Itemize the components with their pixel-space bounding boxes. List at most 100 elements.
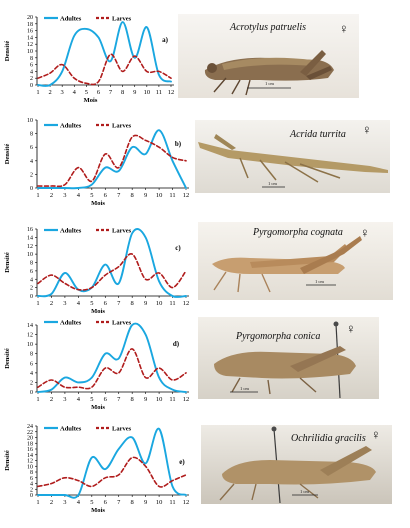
x-tick-label: 7: [109, 89, 113, 96]
species-name-c: Pyrgomorpha cognata: [252, 227, 343, 238]
x-tick-label: 3: [63, 300, 66, 307]
series-line-larves: [38, 135, 186, 186]
x-tick-label: 2: [50, 192, 53, 199]
x-tick-label: 1: [36, 300, 39, 307]
y-tick-label: 12: [27, 333, 33, 339]
y-tick-label: 6: [30, 361, 33, 367]
y-tick-label: 2: [30, 380, 33, 386]
y-tick-label: 16: [27, 29, 33, 35]
y-tick-label: 12: [27, 244, 33, 250]
x-tick-label: 4: [73, 89, 77, 96]
y-tick-label: 10: [27, 342, 33, 348]
x-tick-label: 3: [63, 192, 66, 199]
legend-label: Larves: [112, 426, 132, 433]
y-tick-label: 8: [30, 56, 33, 62]
x-tick-label: 5: [90, 300, 93, 307]
scale-label-d: 1 cm: [240, 386, 249, 391]
series-line-larves: [38, 254, 186, 290]
x-tick-label: 7: [117, 499, 121, 506]
panel-label: c): [175, 244, 181, 252]
y-tick-label: 4: [30, 159, 33, 165]
x-tick-label: 7: [117, 396, 121, 403]
y-tick-label: 8: [30, 261, 33, 267]
x-tick-label: 12: [183, 499, 190, 506]
x-tick-label: 3: [61, 89, 64, 96]
sex-symbol-c: ♀: [360, 225, 370, 240]
y-tick-label: 16: [27, 227, 33, 233]
x-axis-title: Mois: [91, 308, 105, 315]
x-tick-label: 7: [117, 192, 121, 199]
x-tick-label: 12: [183, 300, 190, 307]
x-axis-title: Mois: [91, 404, 105, 411]
series-line-adultes: [38, 229, 186, 297]
scale-label-e: 1 cm: [300, 489, 309, 494]
x-tick-label: 1: [36, 396, 39, 403]
y-tick-label: 16: [27, 447, 33, 453]
y-tick-label: 14: [27, 323, 33, 329]
species-name-e: Ochrilidia gracilis: [291, 433, 366, 444]
y-tick-label: 10: [27, 464, 33, 470]
x-tick-label: 12: [183, 396, 190, 403]
y-tick-label: 18: [27, 22, 33, 28]
x-tick-label: 5: [90, 499, 93, 506]
x-tick-label: 11: [169, 396, 175, 403]
y-tick-label: 0: [30, 294, 33, 300]
legend-label: Adultes: [60, 426, 82, 433]
x-tick-label: 12: [168, 89, 175, 96]
x-tick-label: 8: [121, 89, 124, 96]
y-tick-label: 24: [27, 424, 33, 430]
x-tick-label: 8: [131, 396, 134, 403]
y-tick-label: 20: [27, 436, 33, 442]
x-tick-label: 10: [156, 499, 163, 506]
x-tick-label: 2: [50, 300, 53, 307]
y-tick-label: 8: [30, 470, 33, 476]
series-line-adultes: [38, 324, 186, 392]
x-tick-label: 4: [77, 192, 81, 199]
y-tick-label: 6: [30, 269, 33, 275]
x-tick-label: 7: [117, 300, 121, 307]
y-tick-label: 12: [27, 459, 33, 465]
legend-label: Larves: [112, 320, 132, 327]
x-tick-label: 1: [36, 499, 39, 506]
x-axis-title: Mois: [91, 200, 105, 207]
y-tick-label: 22: [27, 430, 33, 436]
y-axis-title: Densité: [4, 450, 11, 471]
y-tick-label: 4: [30, 482, 33, 488]
y-tick-label: 4: [30, 277, 33, 283]
sex-symbol-b: ♀: [362, 122, 372, 137]
x-tick-label: 10: [144, 89, 151, 96]
x-axis-title: Mois: [84, 97, 98, 104]
y-axis-title: Densité: [4, 144, 11, 165]
x-tick-label: 8: [131, 300, 134, 307]
legend: Adultes Larves: [44, 426, 132, 433]
x-tick-label: 5: [90, 396, 93, 403]
x-tick-label: 11: [169, 300, 175, 307]
x-tick-label: 11: [156, 89, 162, 96]
panel-label: b): [175, 140, 182, 148]
y-tick-label: 0: [30, 83, 33, 89]
x-tick-label: 11: [169, 499, 175, 506]
x-axis-title: Mois: [91, 507, 105, 514]
species-name-a: Acrotylus patruelis: [229, 22, 306, 33]
y-tick-label: 6: [30, 145, 33, 151]
x-tick-label: 2: [50, 396, 53, 403]
series-line-larves: [38, 54, 171, 84]
y-tick-label: 0: [30, 186, 33, 192]
x-tick-label: 5: [90, 192, 93, 199]
species-name-d: Pyrgomorpha conica: [235, 331, 320, 342]
x-tick-label: 9: [144, 192, 147, 199]
y-tick-label: 2: [30, 487, 33, 493]
x-tick-label: 2: [50, 499, 53, 506]
x-tick-label: 9: [144, 499, 147, 506]
y-tick-label: 10: [27, 118, 33, 124]
x-tick-label: 6: [104, 499, 108, 506]
species-name-b: Acrida turrita: [289, 129, 346, 140]
legend-label: Adultes: [60, 123, 82, 130]
y-tick-label: 4: [30, 69, 33, 75]
legend-label: Larves: [112, 228, 132, 235]
